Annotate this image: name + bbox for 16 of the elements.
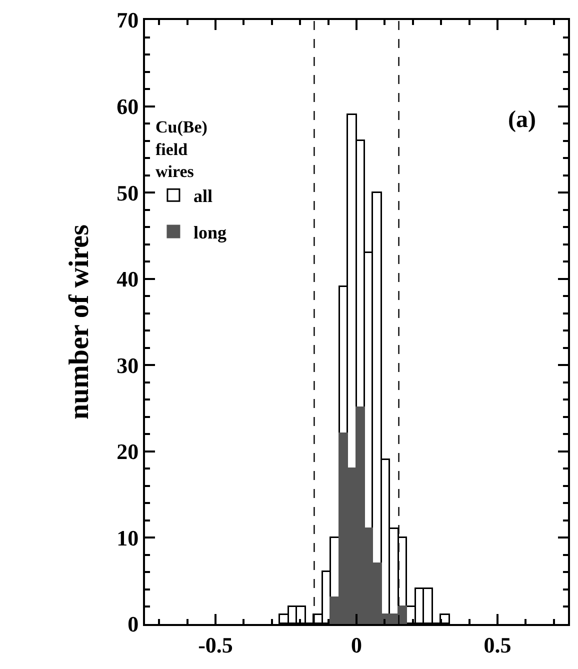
y-tick-label: 0 [128, 612, 139, 637]
y-tick-label: 30 [116, 352, 139, 378]
legend-title: Cu(Be) field wires [155, 118, 208, 181]
x-tick-label: -0.5 [198, 632, 233, 658]
y-tick-label: 20 [116, 439, 139, 464]
y-tick-label: 60 [116, 94, 139, 119]
y-tick-label: 10 [116, 525, 139, 550]
y-tick-label: 70 [116, 8, 139, 33]
x-tick-label: 0 [351, 632, 362, 658]
y-tick-label: 50 [116, 180, 139, 206]
annotation: (a) [508, 107, 536, 133]
y-axis-title: number of wires [64, 224, 95, 420]
legend-label: all [193, 186, 212, 206]
y-tick-label: 40 [116, 266, 139, 292]
legend-label: long [193, 222, 226, 243]
x-tick-label: 0.5 [484, 632, 512, 658]
